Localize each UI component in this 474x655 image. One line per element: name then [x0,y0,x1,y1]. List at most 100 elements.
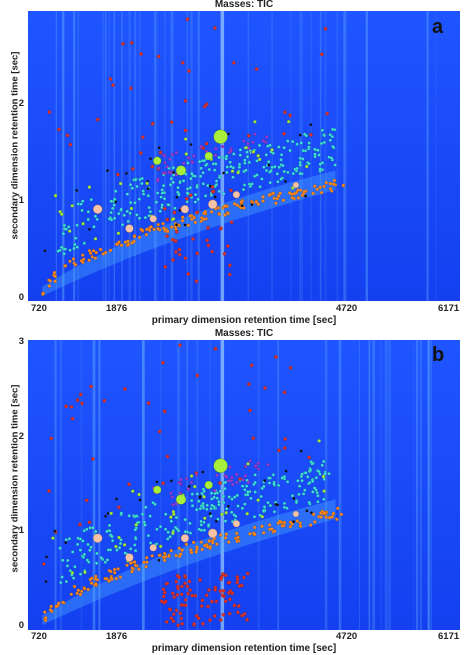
cyan-point [199,519,203,524]
cyan-point [300,478,304,483]
orange-point [178,552,183,556]
cyan-point [268,180,272,185]
cyan-point [298,156,302,161]
red-point [204,141,209,146]
cyan-point [128,211,132,216]
heatmap-streak [141,340,145,630]
black-point [304,194,308,198]
orange-point [334,517,339,522]
x-tick-label: 6171 [438,303,460,314]
cyan-point [115,548,119,552]
red-point [157,429,162,434]
red-point [150,121,155,126]
red-point [47,489,51,493]
cyan-point [217,499,221,504]
purple-point [264,135,269,139]
black-point [284,469,288,473]
red-point [174,608,179,613]
red-point [204,102,209,107]
cyan-point [166,202,170,207]
red-point [175,584,180,589]
purple-point [220,144,225,149]
orange-point [267,193,272,197]
red-point [161,594,166,599]
red-point [282,446,287,451]
cyan-point [307,145,311,149]
red-point [237,476,242,481]
green-large-point [152,156,162,166]
heatmap-streak [428,340,431,630]
cyan-point [65,564,70,568]
orange-point [174,553,178,558]
cyan-point [190,492,195,496]
purple-point [228,465,232,469]
cyan-point [107,529,112,533]
orange-point [81,257,86,261]
orange-point [165,229,170,234]
cyan-point [217,155,221,160]
cyan-point [130,186,135,190]
heatmap-streak [343,11,346,301]
cyan-point [66,558,70,563]
orange-point [328,181,333,186]
orange-point [322,510,327,515]
green-point [183,137,188,141]
cyan-point [109,210,113,215]
orange-point [125,563,129,568]
orange-point [109,569,113,574]
red-point [165,234,169,239]
green-point [192,484,197,489]
orange-point [302,189,307,194]
black-point [149,157,152,161]
peach-large-point [292,181,300,189]
red-point [158,150,163,155]
orange-point [252,532,257,537]
cyan-point [231,175,235,179]
y-tick-label: 1 [18,525,24,536]
red-point [212,26,217,30]
green-point [87,185,92,189]
black-point [284,180,287,183]
black-point [175,195,179,199]
peach-large-point [92,204,103,214]
cyan-point [58,546,62,551]
orange-point [73,262,78,267]
cyan-point [243,161,247,165]
purple-point [254,463,258,468]
cyan-point [310,462,314,466]
cyan-point [116,211,121,216]
cyan-point [143,215,148,220]
black-point [189,143,193,146]
cyan-point [280,476,285,480]
cyan-point [86,210,90,214]
heatmap-streak [257,340,260,630]
orange-point [48,608,53,612]
red-point [182,574,187,578]
red-point [162,409,167,414]
green-point [83,570,87,575]
red-point [274,355,278,359]
orange-point [210,540,215,545]
cyan-point [206,183,210,188]
cyan-point [76,202,80,206]
orange-point [331,511,336,516]
cyan-point [199,528,204,532]
cyan-point [143,523,147,527]
green-point [137,492,141,497]
cyan-point [210,503,214,508]
purple-point [186,487,191,491]
orange-point [294,190,299,195]
cyan-point [119,511,124,515]
black-point [157,558,161,562]
purple-point [194,473,199,477]
cyan-point [148,514,152,518]
orange-point [63,263,68,268]
orange-point [163,228,167,232]
cyan-point [189,498,194,503]
red-point [183,581,187,586]
heatmap-streak [190,11,193,301]
cyan-point [122,213,127,218]
orange-point [162,551,167,556]
green-point [70,570,75,575]
heatmap-streak [197,11,201,301]
